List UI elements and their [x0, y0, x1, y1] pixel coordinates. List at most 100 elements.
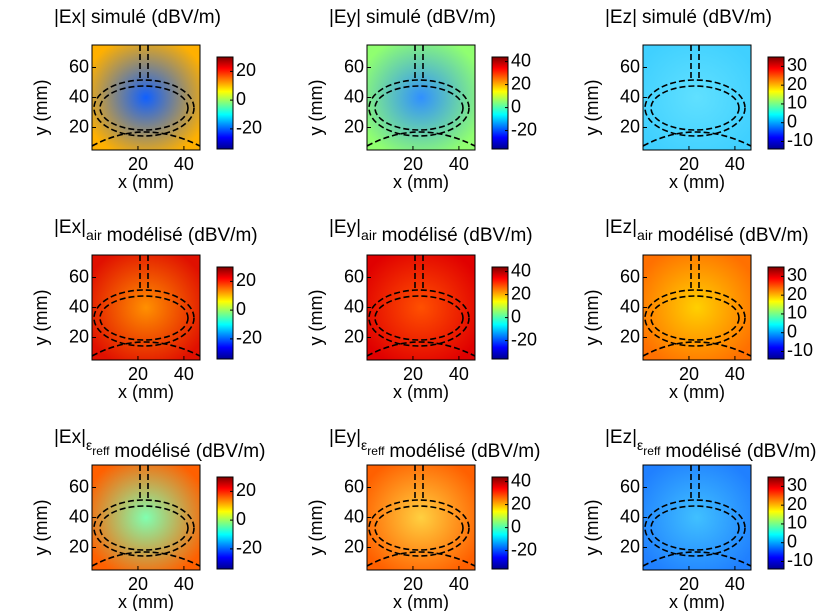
structure-outline — [91, 551, 201, 567]
colorbar-tick-label: 40 — [511, 470, 531, 490]
title-prefix: |Ex| — [54, 427, 86, 448]
structure-outline — [374, 85, 464, 131]
y-axis-label: y (mm) — [306, 80, 326, 136]
structure-outline — [366, 341, 476, 357]
structure-outline — [644, 79, 746, 137]
structure-outline — [99, 505, 189, 551]
title-prefix: |Ex| — [54, 217, 86, 238]
title-suffix: modélisé (dBV/m) — [107, 225, 258, 246]
colorbar-tick-label: 20 — [787, 74, 807, 94]
x-tick-label: 20 — [403, 154, 423, 174]
title-suffix: modélisé (dBV/m) — [389, 441, 540, 462]
title-subscript: air — [86, 227, 102, 243]
x-tick-label: 40 — [174, 154, 194, 174]
colorbar-tick-label: 0 — [236, 89, 246, 109]
title-suffix: modélisé (dBV/m) — [665, 441, 816, 462]
y-tick-label: 60 — [344, 56, 364, 76]
colorbar-tick-label: 40 — [511, 50, 531, 70]
structure-outline — [99, 85, 189, 131]
x-axis-label: x (mm) — [393, 172, 449, 192]
x-tick-label: 20 — [128, 574, 148, 594]
colorbar-tick-label: -10 — [787, 550, 813, 570]
y-tick-label: 40 — [69, 506, 89, 526]
y-axis-label: y (mm) — [306, 500, 326, 556]
chart-title: |Ex| simulé (dBV/m) — [54, 7, 221, 28]
colorbar-tick-label: 0 — [787, 531, 797, 551]
structure-outline — [642, 551, 752, 567]
title-suffix: modélisé (dBV/m) — [114, 441, 265, 462]
y-tick-label: 60 — [620, 266, 640, 286]
structure-outline — [366, 131, 476, 147]
title-suffix: simulé (dBV/m) — [366, 7, 496, 28]
title-subscript: ε — [361, 437, 367, 453]
y-tick-label: 60 — [344, 476, 364, 496]
x-tick-label: 40 — [725, 364, 745, 384]
structure-outline — [93, 79, 195, 137]
colorbar-tick-label: -20 — [236, 538, 262, 558]
y-tick-label: 40 — [69, 86, 89, 106]
colorbar-tick-label: 30 — [787, 265, 807, 285]
y-tick-label: 40 — [344, 506, 364, 526]
y-tick-label: 20 — [620, 326, 640, 346]
title-prefix: |Ey| — [329, 217, 361, 238]
chart-title: |Ey|εreff modélisé (dBV/m) — [329, 427, 540, 462]
title-prefix: |Ey| — [329, 427, 361, 448]
structure-outline — [368, 289, 470, 347]
y-axis-label: y (mm) — [31, 500, 51, 556]
title-suffix: simulé (dBV/m) — [642, 7, 772, 28]
colorbar-tick-label: 40 — [511, 260, 531, 280]
colorbar — [216, 266, 234, 360]
colorbar-tick-label: 0 — [787, 321, 797, 341]
structure-outline — [374, 505, 464, 551]
colorbar — [767, 476, 785, 570]
x-tick-label: 20 — [679, 574, 699, 594]
structure-outline — [99, 295, 189, 341]
y-tick-label: 60 — [69, 476, 89, 496]
colorbar-tick-label: 20 — [236, 270, 256, 290]
title-prefix: |Ex| — [54, 7, 86, 28]
chart-title: |Ez| simulé (dBV/m) — [605, 7, 772, 28]
y-axis-label: y (mm) — [582, 500, 602, 556]
x-tick-label: 40 — [449, 574, 469, 594]
colorbar-tick-label: -20 — [511, 539, 537, 559]
chart-title: |Ey|air modélisé (dBV/m) — [329, 217, 533, 246]
y-tick-label: 20 — [69, 536, 89, 556]
colorbar-tick-label: 20 — [787, 494, 807, 514]
structure-outline — [644, 289, 746, 347]
title-suffix: simulé (dBV/m) — [91, 7, 221, 28]
y-tick-label: 20 — [69, 326, 89, 346]
y-tick-label: 20 — [69, 116, 89, 136]
y-tick-label: 20 — [620, 536, 640, 556]
x-tick-label: 20 — [403, 574, 423, 594]
y-tick-label: 60 — [69, 56, 89, 76]
title-subsubscript: reff — [643, 444, 661, 458]
structure-outline — [93, 289, 195, 347]
y-tick-label: 60 — [344, 266, 364, 286]
colorbar — [491, 266, 509, 360]
y-axis-label: y (mm) — [582, 80, 602, 136]
y-tick-label: 20 — [344, 536, 364, 556]
x-tick-label: 20 — [679, 154, 699, 174]
chart-title: |Ex|εreff modélisé (dBV/m) — [54, 427, 265, 462]
x-axis-label: x (mm) — [393, 592, 449, 611]
colorbar-tick-label: -20 — [511, 329, 537, 349]
y-tick-label: 60 — [620, 56, 640, 76]
y-axis-label: y (mm) — [582, 290, 602, 346]
colorbar-tick-label: 30 — [787, 475, 807, 495]
structure-outline — [93, 499, 195, 557]
y-axis-label: y (mm) — [306, 290, 326, 346]
title-suffix: modélisé (dBV/m) — [382, 225, 533, 246]
x-axis-label: x (mm) — [118, 592, 174, 611]
x-tick-label: 40 — [174, 574, 194, 594]
x-tick-label: 40 — [725, 574, 745, 594]
colorbar — [491, 56, 509, 150]
structure-outline — [368, 499, 470, 557]
title-subscript: ε — [86, 437, 92, 453]
colorbar-tick-label: 0 — [511, 96, 521, 116]
colorbar-tick-label: 0 — [236, 509, 246, 529]
y-tick-label: 40 — [620, 86, 640, 106]
colorbar — [767, 266, 785, 360]
colorbar — [216, 476, 234, 570]
colorbar-tick-label: 0 — [787, 111, 797, 131]
x-axis-label: x (mm) — [118, 172, 174, 192]
